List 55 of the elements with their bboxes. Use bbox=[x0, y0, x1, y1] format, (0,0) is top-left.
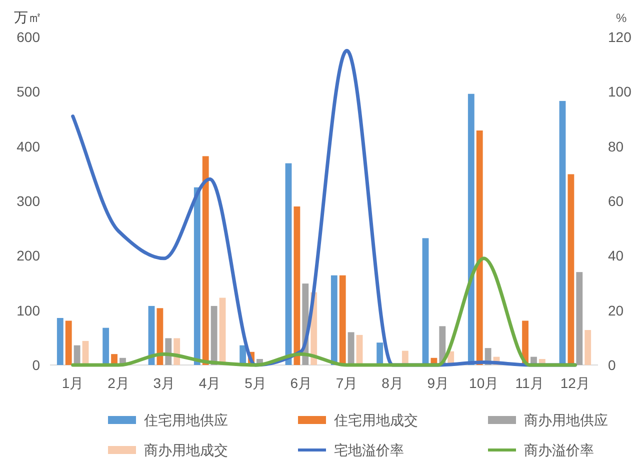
y-tick-label: 600 bbox=[16, 29, 40, 45]
legend-label: 商办用地供应 bbox=[524, 412, 608, 428]
y2-tick-label: 60 bbox=[608, 193, 624, 209]
y2-tick-label: 120 bbox=[608, 29, 632, 45]
bar bbox=[376, 342, 384, 365]
x-tick-label: 8月 bbox=[382, 375, 404, 391]
legend-label: 住宅用地供应 bbox=[143, 412, 228, 428]
x-tick-label: 6月 bbox=[290, 375, 312, 391]
bar bbox=[568, 174, 574, 365]
y2-tick-label: 40 bbox=[608, 248, 624, 264]
legend-label: 商办溢价率 bbox=[524, 442, 594, 458]
y-tick-label: 300 bbox=[16, 193, 40, 209]
x-tick-label: 11月 bbox=[515, 375, 544, 391]
x-tick-label: 12月 bbox=[560, 375, 590, 391]
bar bbox=[330, 275, 338, 365]
y-tick-label: 0 bbox=[32, 357, 40, 373]
y2-tick-label: 100 bbox=[608, 84, 632, 100]
bar bbox=[294, 206, 300, 365]
legend-label: 商办用地成交 bbox=[144, 442, 228, 458]
bar bbox=[422, 238, 429, 365]
bar bbox=[210, 306, 218, 365]
bar bbox=[285, 163, 292, 365]
legend-label: 住宅用地成交 bbox=[333, 412, 418, 428]
x-tick-label: 9月 bbox=[427, 375, 450, 391]
y2-tick-label: 0 bbox=[608, 357, 616, 373]
x-tick-label: 10月 bbox=[469, 375, 499, 391]
y2-tick-label: 80 bbox=[608, 138, 624, 154]
x-tick-label: 4月 bbox=[198, 375, 221, 391]
bar bbox=[348, 332, 354, 365]
y-tick-label: 400 bbox=[16, 138, 40, 154]
bar bbox=[468, 94, 474, 365]
x-tick-label: 3月 bbox=[153, 375, 176, 391]
legend-label: 宅地溢价率 bbox=[334, 442, 404, 458]
bar bbox=[476, 130, 483, 365]
bar bbox=[156, 308, 164, 365]
y-axis-title: 万㎡ bbox=[14, 9, 42, 25]
bar bbox=[339, 275, 346, 365]
x-tick-label: 1月 bbox=[62, 375, 84, 391]
y2-axis-title: % bbox=[616, 11, 627, 25]
bar bbox=[65, 320, 72, 365]
bar bbox=[194, 187, 200, 365]
x-tick-label: 7月 bbox=[336, 375, 358, 391]
y2-tick-label: 20 bbox=[608, 302, 624, 318]
y-tick-label: 500 bbox=[16, 84, 40, 100]
bar bbox=[102, 328, 110, 365]
y-tick-label: 200 bbox=[16, 248, 40, 264]
bar bbox=[56, 318, 64, 365]
bar bbox=[559, 100, 566, 365]
bar bbox=[74, 345, 80, 365]
x-tick-label: 5月 bbox=[244, 375, 266, 391]
bar bbox=[584, 330, 592, 365]
x-tick-label: 2月 bbox=[108, 375, 130, 391]
bar bbox=[202, 156, 209, 365]
y-tick-label: 100 bbox=[16, 302, 40, 318]
bar bbox=[576, 272, 583, 365]
